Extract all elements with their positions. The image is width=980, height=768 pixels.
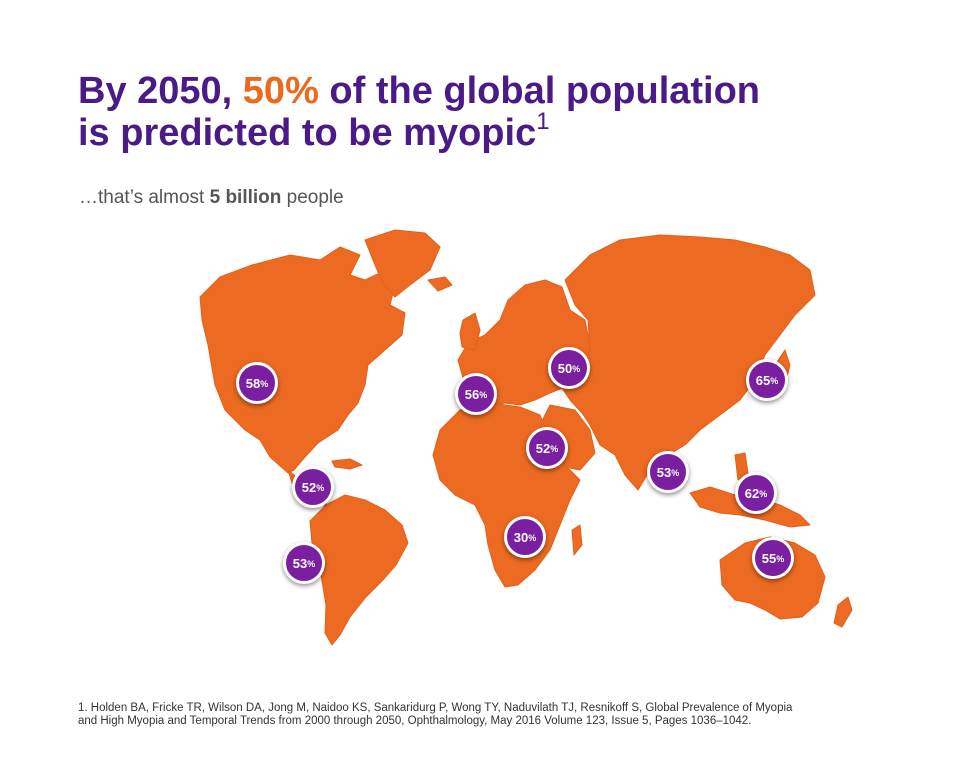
iceland: [427, 276, 453, 292]
footnote-reference: 1: [536, 108, 550, 135]
marker-east-asia: 65%: [746, 359, 788, 401]
british-isles: [459, 312, 481, 351]
headline: By 2050, 50% of the global population is…: [78, 70, 938, 154]
headline-line-2: is predicted to be myopic1: [78, 108, 550, 155]
subtitle-emphasis: 5 billion: [209, 187, 282, 208]
north-america-landmass: [199, 246, 406, 474]
marker-north-america: 58%: [236, 362, 278, 404]
marker-eastern-europe: 50%: [548, 347, 590, 389]
marker-sub-saharan-africa: 30%: [504, 516, 546, 558]
footnote-line-1: 1. Holden BA, Fricke TR, Wilson DA, Jong…: [78, 702, 793, 714]
headline-line-1: By 2050, 50% of the global population: [78, 70, 761, 112]
marker-north-africa-middle-east: 52%: [526, 427, 568, 469]
new-zealand: [833, 596, 853, 628]
marker-south-america: 53%: [283, 542, 325, 584]
greenland-landmass: [364, 229, 441, 298]
madagascar: [571, 524, 583, 556]
reference-footnote: 1. Holden BA, Fricke TR, Wilson DA, Jong…: [78, 702, 938, 728]
marker-central-america: 52%: [292, 466, 334, 508]
south-america-landmass: [309, 494, 409, 646]
marker-western-europe: 56%: [455, 373, 497, 415]
marker-southeast-asia: 62%: [735, 472, 777, 514]
footnote-line-2: and High Myopia and Temporal Trends from…: [78, 715, 752, 727]
subtitle: …that’s almost 5 billion people: [79, 187, 344, 208]
marker-australasia: 55%: [752, 537, 794, 579]
marker-south-asia: 53%: [647, 451, 689, 493]
highlight-percentage: 50%: [242, 70, 319, 112]
caribbean-islands: [331, 458, 363, 470]
asia-landmass: [559, 234, 816, 491]
